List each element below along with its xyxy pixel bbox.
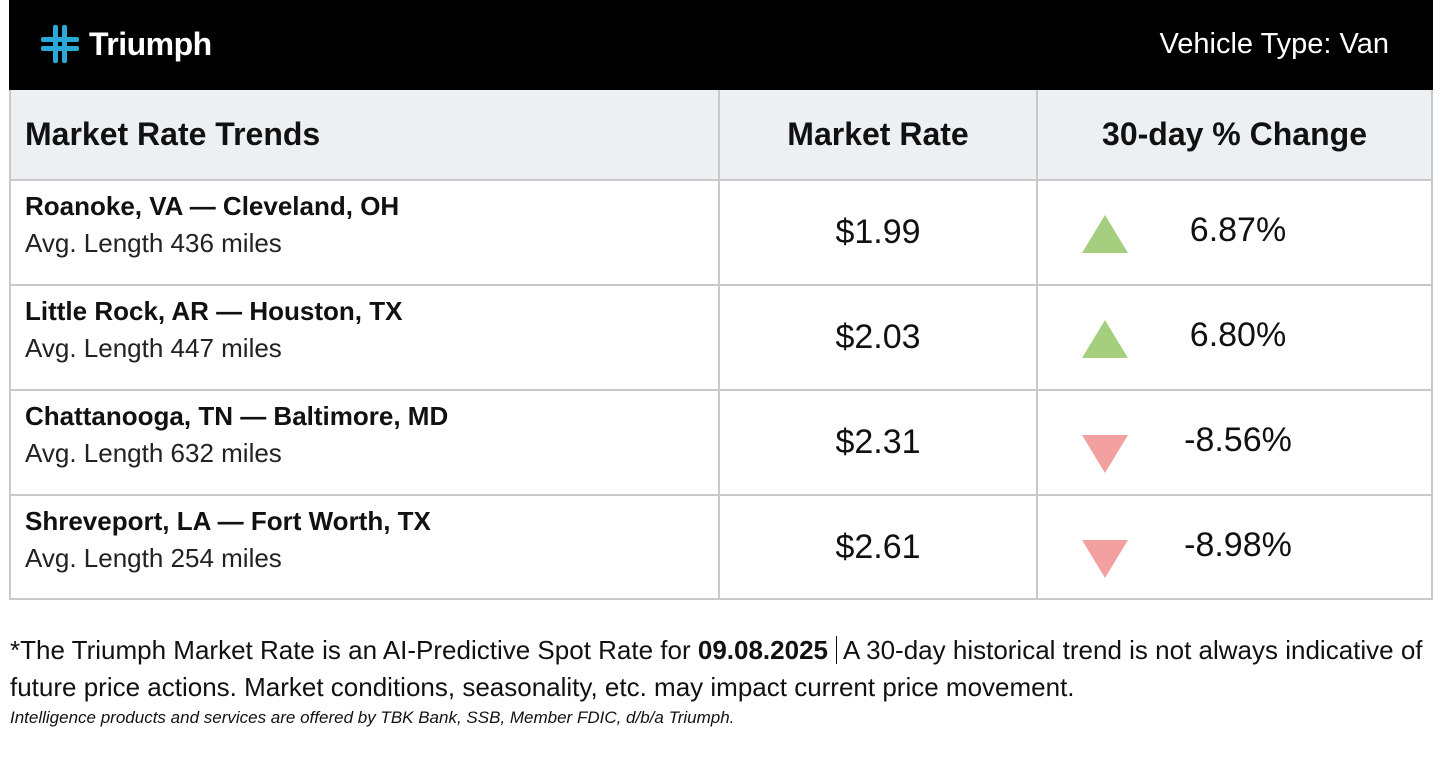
route-name: Shreveport, LA — Fort Worth, TX [25,505,431,536]
triangle-up-icon [1082,320,1128,358]
route-cell: Little Rock, AR — Houston, TX Avg. Lengt… [11,285,720,391]
column-header-rate: Market Rate [719,90,1038,181]
change-cell: 6.80% [1037,285,1431,391]
footer-note-prefix: *The Triumph Market Rate is an AI-Predic… [10,635,698,665]
market-rate-value: $2.03 [719,285,1038,391]
column-header-change: 30-day % Change [1037,90,1431,181]
change-cell: -8.56% [1037,390,1431,496]
route-length: Avg. Length 632 miles [25,437,282,468]
change-cell: -8.98% [1037,495,1431,599]
rates-table: Market Rate Trends Market Rate 30-day % … [11,90,1431,599]
route-length: Avg. Length 254 miles [25,542,282,573]
table-header-row: Market Rate Trends Market Rate 30-day % … [11,90,1431,181]
triangle-up-icon [1082,215,1128,253]
divider [836,636,837,664]
rate-date: 09.08.2025 [697,635,828,665]
table-row: Shreveport, LA — Fort Worth, TX Avg. Len… [11,495,1431,599]
header-bar: Triumph Vehicle Type: Van [9,0,1433,90]
route-length: Avg. Length 436 miles [25,227,282,258]
brand-name: Triumph [89,25,212,62]
change-value: 6.80% [1189,316,1287,354]
market-rate-value: $2.61 [719,495,1038,599]
change-cell: 6.87% [1037,180,1431,286]
table-row: Roanoke, VA — Cleveland, OH Avg. Length … [11,180,1431,286]
triangle-down-icon [1082,540,1128,578]
column-header-route: Market Rate Trends [11,90,720,181]
vehicle-type: Vehicle Type: Van [1159,28,1389,60]
brand-logo: Triumph [41,24,212,64]
route-cell: Roanoke, VA — Cleveland, OH Avg. Length … [11,180,720,286]
market-rate-value: $2.31 [719,390,1038,496]
footer-note: *The Triumph Market Rate is an AI-Predic… [10,632,1435,706]
change-value: 6.87% [1189,211,1287,249]
footer-note-suffix: A 30-day historical trend is not always … [10,635,1423,702]
route-cell: Shreveport, LA — Fort Worth, TX Avg. Len… [11,495,720,599]
route-name: Roanoke, VA — Cleveland, OH [25,190,400,221]
change-value: -8.56% [1184,421,1292,459]
route-name: Little Rock, AR — Houston, TX [25,295,403,326]
change-value: -8.98% [1184,526,1292,564]
table-row: Little Rock, AR — Houston, TX Avg. Lengt… [11,285,1431,391]
route-length: Avg. Length 447 miles [25,332,282,363]
route-cell: Chattanooga, TN — Baltimore, MD Avg. Len… [11,390,720,496]
table-row: Chattanooga, TN — Baltimore, MD Avg. Len… [11,390,1431,496]
triumph-cross-icon [41,25,79,63]
route-name: Chattanooga, TN — Baltimore, MD [25,400,449,431]
triangle-down-icon [1082,435,1128,473]
market-rate-value: $1.99 [719,180,1038,286]
market-rate-card: Triumph Vehicle Type: Van Market Rate Tr… [9,0,1433,600]
disclaimer: Intelligence products and services are o… [10,708,735,727]
